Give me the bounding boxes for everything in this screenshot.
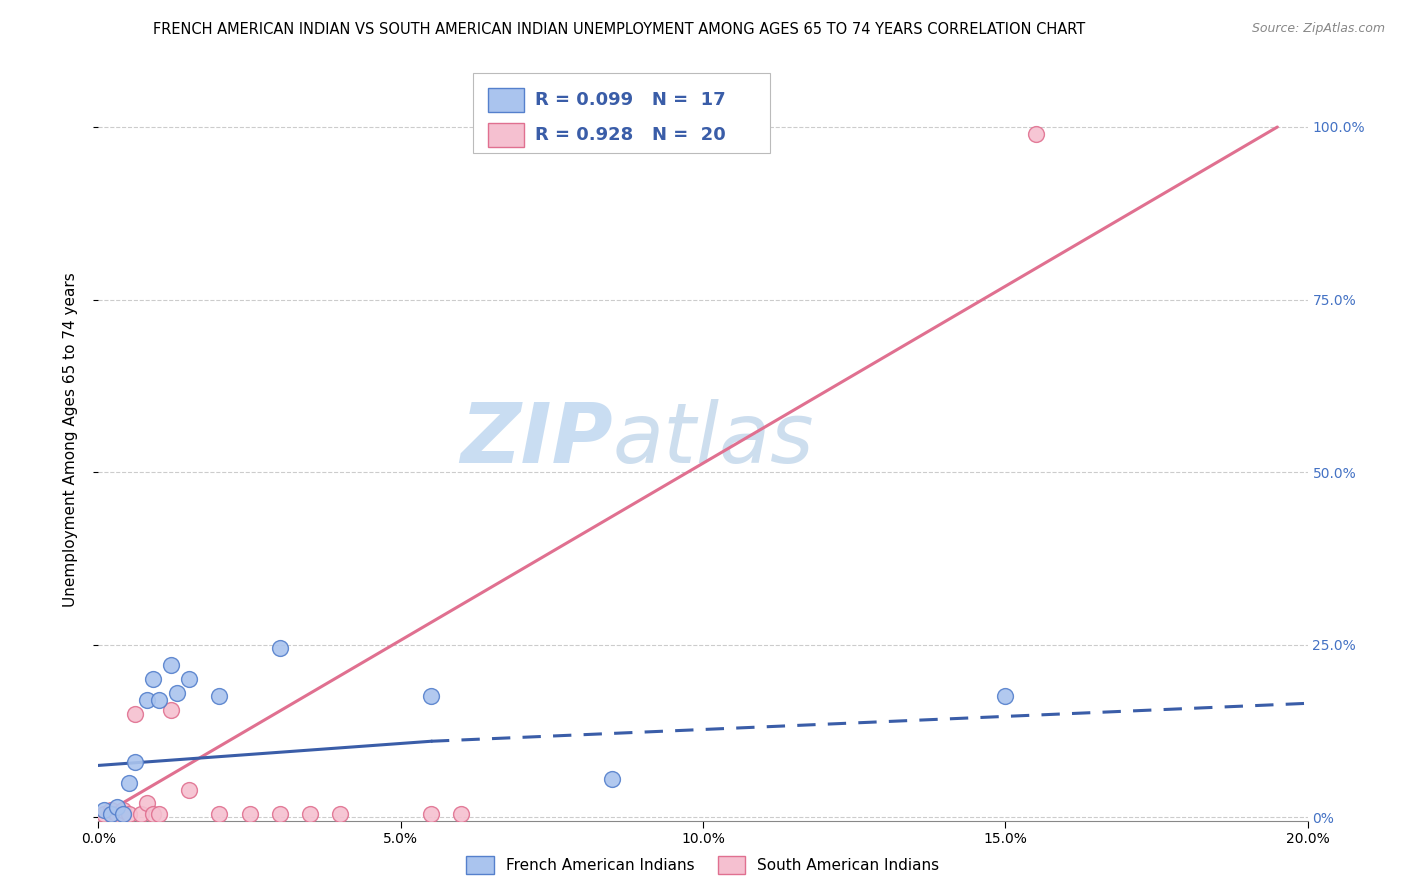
Point — [1024, 127, 1046, 141]
Text: atlas: atlas — [613, 399, 814, 480]
Point — [269, 806, 291, 821]
FancyBboxPatch shape — [488, 123, 524, 147]
Point — [135, 693, 157, 707]
Y-axis label: Unemployment Among Ages 65 to 74 years: Unemployment Among Ages 65 to 74 years — [63, 272, 77, 607]
Point — [148, 693, 170, 707]
Point — [118, 775, 141, 789]
Point — [111, 803, 134, 817]
Point — [100, 803, 122, 817]
Point — [105, 806, 128, 821]
Point — [420, 806, 443, 821]
Point — [450, 806, 472, 821]
Point — [179, 672, 201, 686]
Point — [329, 806, 352, 821]
Text: Source: ZipAtlas.com: Source: ZipAtlas.com — [1251, 22, 1385, 36]
Point — [142, 672, 165, 686]
Point — [129, 806, 152, 821]
Point — [420, 690, 443, 704]
Point — [994, 690, 1017, 704]
Text: FRENCH AMERICAN INDIAN VS SOUTH AMERICAN INDIAN UNEMPLOYMENT AMONG AGES 65 TO 74: FRENCH AMERICAN INDIAN VS SOUTH AMERICAN… — [152, 22, 1085, 37]
Point — [124, 755, 146, 769]
Point — [135, 797, 157, 811]
Point — [118, 806, 141, 821]
Point — [179, 782, 201, 797]
Point — [602, 772, 624, 787]
Text: R = 0.099   N =  17: R = 0.099 N = 17 — [534, 91, 725, 109]
Point — [208, 806, 231, 821]
Legend: French American Indians, South American Indians: French American Indians, South American … — [460, 850, 946, 880]
Point — [160, 703, 183, 717]
Point — [93, 803, 115, 817]
Point — [105, 800, 128, 814]
Point — [148, 806, 170, 821]
Text: R = 0.928   N =  20: R = 0.928 N = 20 — [534, 126, 725, 144]
Point — [166, 686, 188, 700]
Point — [100, 806, 122, 821]
Point — [239, 806, 262, 821]
Point — [208, 690, 231, 704]
Point — [93, 806, 115, 821]
Text: ZIP: ZIP — [460, 399, 613, 480]
Point — [142, 806, 165, 821]
FancyBboxPatch shape — [474, 73, 769, 153]
Point — [111, 806, 134, 821]
Point — [124, 706, 146, 721]
Point — [299, 806, 322, 821]
Point — [160, 658, 183, 673]
FancyBboxPatch shape — [488, 87, 524, 112]
Point — [269, 641, 291, 656]
